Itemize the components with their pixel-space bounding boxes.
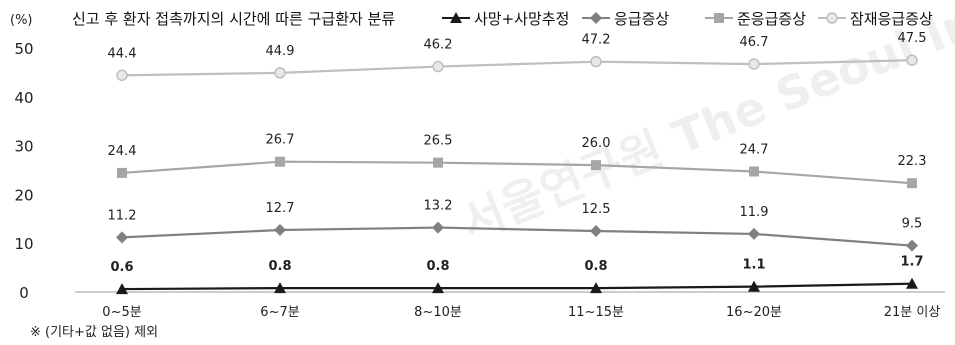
data-label: 12.7 xyxy=(266,201,295,216)
series-2: 11.2 12.7 13.2 12.5 11.9 9.5 xyxy=(108,199,923,252)
x-tick-label: 21분 이상 xyxy=(884,305,941,320)
data-label: 46.7 xyxy=(740,35,769,50)
y-tick-label: 50 xyxy=(14,40,33,58)
legend-label: 사망+사망추정 xyxy=(474,10,569,28)
data-point xyxy=(906,239,918,252)
data-label: 22.3 xyxy=(898,154,927,169)
data-point xyxy=(748,280,760,292)
data-label: 47.2 xyxy=(582,33,611,48)
data-label: 1.7 xyxy=(900,255,923,270)
data-point xyxy=(274,282,286,294)
data-label: 11.2 xyxy=(108,208,137,223)
data-point xyxy=(432,221,444,234)
data-label: 0.8 xyxy=(268,259,291,274)
data-point xyxy=(906,277,918,289)
data-point xyxy=(116,231,128,244)
data-point xyxy=(590,12,602,24)
footnote: ※ (기타+값 없음) 제외 xyxy=(30,325,158,340)
data-point xyxy=(274,224,286,237)
data-label: 47.5 xyxy=(898,31,927,46)
data-point xyxy=(748,58,760,70)
data-point xyxy=(906,54,918,66)
data-label: 24.7 xyxy=(740,142,769,157)
data-point xyxy=(450,12,462,23)
x-tick-label: 0~5분 xyxy=(102,305,141,320)
series-line xyxy=(121,226,913,247)
legend-label: 응급증상 xyxy=(614,10,669,28)
data-label: 1.1 xyxy=(742,258,765,273)
y-tick-label: 10 xyxy=(14,235,33,253)
data-point xyxy=(714,13,724,23)
x-axis-ticks: 0~5분 6~7분 8~10분 11~15분 16~20분 21분 이상 xyxy=(102,305,940,320)
chart-title: 신고 후 환자 접촉까지의 시간에 따른 구급환자 분류 xyxy=(72,10,395,28)
x-tick-label: 16~20분 xyxy=(726,305,782,320)
series-3: 24.4 26.7 26.5 26.0 24.7 22.3 xyxy=(108,133,927,189)
data-label: 44.9 xyxy=(266,44,295,59)
data-label: 0.8 xyxy=(584,259,607,274)
data-point xyxy=(116,283,128,295)
data-label: 24.4 xyxy=(108,144,137,159)
data-point xyxy=(591,160,601,171)
data-point xyxy=(748,227,760,240)
series-line xyxy=(121,282,913,291)
data-label: 9.5 xyxy=(902,217,923,232)
legend-item: 준응급증상 xyxy=(705,10,806,28)
data-point xyxy=(907,178,917,189)
data-label: 12.5 xyxy=(582,202,611,217)
legend-label: 준응급증상 xyxy=(737,10,806,28)
series-line xyxy=(121,59,913,77)
data-label: 0.6 xyxy=(110,260,133,275)
data-point xyxy=(433,157,443,168)
x-tick-label: 6~7분 xyxy=(260,305,299,320)
data-label: 26.7 xyxy=(266,133,295,148)
data-point xyxy=(749,166,759,177)
data-label: 0.8 xyxy=(426,259,449,274)
y-axis-ticks: 0 10 20 30 40 50 xyxy=(14,40,33,302)
data-label: 13.2 xyxy=(424,199,453,214)
data-label: 11.9 xyxy=(740,205,769,220)
series-1: 0.6 0.8 0.8 0.8 1.1 1.7 xyxy=(110,255,924,295)
legend-label: 잠재응급증상 xyxy=(850,10,933,28)
watermark-text: 서울연구원 The Seoul Institute xyxy=(454,0,955,250)
y-tick-label: 0 xyxy=(19,284,29,302)
series-line xyxy=(121,160,913,185)
data-label: 46.2 xyxy=(424,38,453,53)
data-point xyxy=(590,282,602,294)
legend-item: 응급증상 xyxy=(582,10,669,28)
series-4: 44.4 44.9 46.2 47.2 46.7 47.5 xyxy=(108,31,927,82)
y-unit-label: (%) xyxy=(10,13,33,28)
data-point xyxy=(116,69,128,82)
data-point xyxy=(432,60,444,73)
legend-item: 잠재응급증상 xyxy=(818,10,933,28)
data-point xyxy=(275,156,285,167)
data-point xyxy=(826,12,838,24)
y-tick-label: 30 xyxy=(14,138,33,156)
series-layer: 0.6 0.8 0.8 0.8 1.1 1.7 11.2 12.7 13.2 12.5 11.9 9.… xyxy=(108,31,927,295)
data-label: 44.4 xyxy=(108,46,137,61)
data-point xyxy=(432,282,444,294)
data-label: 26.0 xyxy=(582,136,611,151)
data-label: 26.5 xyxy=(424,134,453,149)
legend-item: 사망+사망추정 xyxy=(442,10,569,28)
data-point xyxy=(274,67,286,79)
data-point xyxy=(590,55,602,68)
x-tick-label: 11~15분 xyxy=(568,305,624,320)
y-tick-label: 20 xyxy=(14,186,33,204)
y-tick-label: 40 xyxy=(14,89,33,107)
x-tick-label: 8~10분 xyxy=(414,305,462,320)
watermark: 서울연구원 The Seoul Institute xyxy=(454,0,955,250)
data-point xyxy=(590,225,602,237)
data-point xyxy=(117,167,127,178)
legend: 사망+사망추정 응급증상 준응급증상 잠재응급증상 xyxy=(442,10,933,28)
